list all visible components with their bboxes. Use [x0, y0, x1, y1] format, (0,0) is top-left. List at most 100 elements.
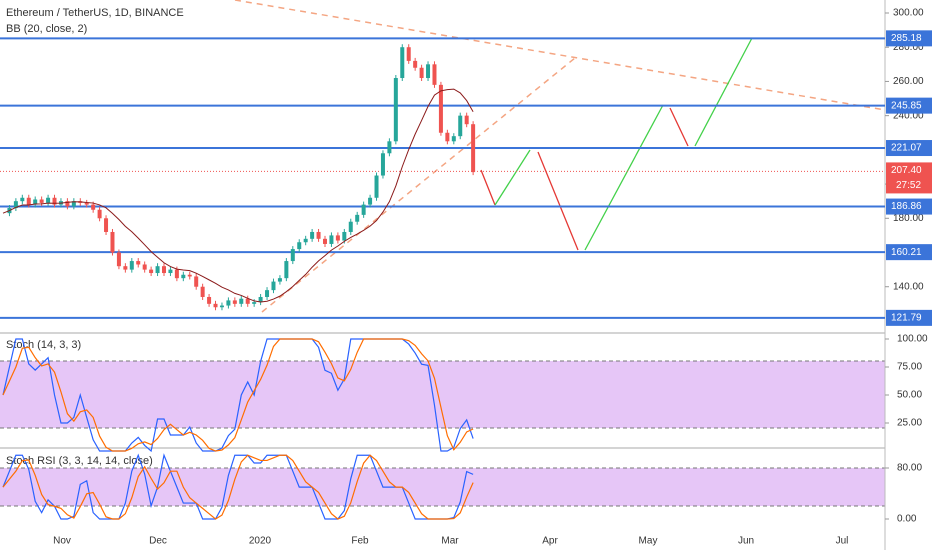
moving-average: [2, 88, 474, 303]
date-label: Feb: [351, 536, 369, 547]
date-label: May: [639, 536, 658, 547]
stoch-band: [0, 361, 885, 428]
candle: [342, 231, 347, 241]
candle: [451, 136, 456, 142]
level-label: 245.85: [891, 100, 922, 111]
candle: [187, 274, 192, 277]
candle: [316, 231, 321, 239]
candle: [226, 300, 231, 306]
candle: [136, 261, 141, 265]
candle: [168, 269, 173, 274]
candle: [387, 141, 392, 154]
candle: [26, 197, 31, 205]
level-badge: [886, 97, 932, 114]
candle: [142, 264, 147, 270]
candle: [445, 132, 450, 142]
level-badge: [886, 244, 932, 261]
level-label: 160.21: [891, 247, 922, 258]
trend-lines: [234, 0, 886, 313]
candle: [413, 60, 418, 68]
candle: [46, 197, 51, 203]
candle: [13, 201, 18, 209]
level-label: 186.86: [891, 201, 922, 212]
candle: [271, 281, 276, 291]
candle: [355, 214, 360, 222]
candle: [207, 296, 212, 304]
candle: [406, 47, 411, 61]
stoch-rsi-k: [2, 453, 474, 520]
candle: [348, 221, 353, 232]
level-badge: [886, 198, 932, 215]
candle: [91, 204, 96, 210]
candle: [277, 278, 282, 282]
candle: [174, 269, 179, 279]
candle: [52, 197, 57, 205]
date-label: Jul: [836, 536, 849, 547]
candle: [265, 290, 270, 297]
candle: [400, 47, 405, 79]
stoch-rsi-d: [2, 454, 474, 520]
candle: [464, 115, 469, 125]
candle: [284, 261, 289, 279]
candle: [323, 238, 327, 244]
date-label: Nov: [53, 536, 71, 547]
candle: [368, 197, 373, 205]
price-tick-label: 280.00: [893, 42, 924, 53]
indicator-tick-label: 0.00: [897, 514, 917, 525]
candle: [162, 266, 166, 274]
candle: [361, 204, 366, 215]
candle: [33, 199, 38, 205]
candle: [232, 300, 237, 304]
candle: [374, 175, 379, 198]
candle: [335, 235, 340, 241]
stoch-rsi-title: Stoch RSI (3, 3, 14, 14, close): [6, 455, 153, 467]
candle: [419, 67, 424, 79]
current-badge: [886, 162, 932, 194]
candle: [65, 201, 70, 207]
candle: [380, 153, 385, 176]
stoch-rsi-band: [0, 468, 885, 506]
candle: [471, 124, 476, 173]
candle: [426, 64, 431, 79]
forecast-arrows: [480, 37, 753, 251]
date-label: Dec: [149, 536, 167, 547]
candle: [239, 298, 244, 304]
candle: [310, 231, 315, 239]
candle: [149, 269, 154, 274]
stoch-title: Stoch (14, 3, 3): [6, 339, 81, 351]
candle: [297, 242, 302, 250]
candle: [258, 296, 263, 303]
candle: [194, 276, 199, 287]
candle: [213, 303, 218, 308]
candle: [39, 199, 44, 203]
candle: [181, 274, 186, 279]
date-label: 2020: [249, 536, 272, 547]
candle: [84, 202, 89, 205]
candle: [458, 115, 463, 137]
candle: [303, 238, 308, 243]
candle: [290, 249, 295, 262]
price-tick-label: 300.00: [893, 8, 924, 19]
date-label: Apr: [542, 536, 558, 547]
candle: [104, 218, 109, 232]
level-label: 285.18: [891, 33, 922, 44]
candle: [155, 266, 160, 274]
indicator-tick-label: 80.00: [897, 463, 922, 474]
level-badge: [886, 309, 932, 326]
candle: [245, 298, 250, 304]
candle: [123, 266, 128, 270]
indicator-tick-label: 75.00: [897, 362, 922, 373]
candle: [71, 201, 76, 207]
candle: [110, 231, 115, 253]
candle: [438, 84, 443, 133]
candle: [432, 64, 437, 85]
level-label: 221.07: [891, 143, 922, 154]
band-lines: [0, 360, 885, 507]
price-tick-label: 260.00: [893, 76, 924, 87]
current-price-label: 207.40: [891, 165, 922, 176]
candle: [393, 78, 398, 142]
candle: [20, 197, 25, 202]
candle: [129, 261, 134, 270]
